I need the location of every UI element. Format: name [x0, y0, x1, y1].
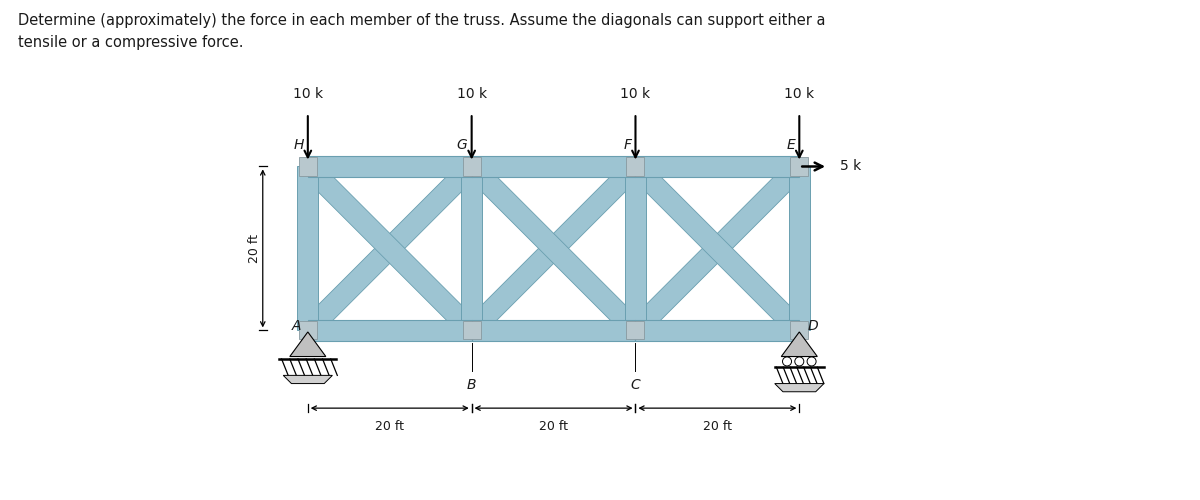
Bar [791, 158, 809, 176]
Text: 10 k: 10 k [293, 87, 323, 101]
Text: 10 k: 10 k [785, 87, 815, 101]
Polygon shape [300, 159, 479, 338]
Text: D: D [808, 319, 818, 333]
Polygon shape [283, 376, 332, 384]
Text: 10 k: 10 k [620, 87, 650, 101]
Bar [463, 322, 481, 340]
Polygon shape [781, 332, 817, 356]
Polygon shape [788, 166, 810, 330]
Text: tensile or a compressive force.: tensile or a compressive force. [18, 35, 244, 50]
Polygon shape [472, 156, 636, 177]
Polygon shape [464, 159, 643, 338]
Polygon shape [464, 159, 643, 338]
Text: 20 ft: 20 ft [539, 420, 568, 434]
Text: 20 ft: 20 ft [376, 420, 404, 434]
Bar [463, 158, 481, 176]
Text: 10 k: 10 k [456, 87, 487, 101]
Polygon shape [628, 159, 806, 338]
Text: 20 ft: 20 ft [248, 234, 262, 263]
Polygon shape [461, 166, 482, 330]
Bar [626, 322, 644, 340]
Text: E: E [786, 138, 796, 151]
Text: A: A [292, 319, 301, 333]
Text: H: H [293, 138, 304, 151]
Polygon shape [300, 159, 479, 338]
Bar [791, 322, 809, 340]
Text: B: B [467, 378, 476, 392]
Polygon shape [636, 156, 799, 177]
Polygon shape [775, 384, 824, 392]
Polygon shape [472, 320, 636, 341]
Bar [299, 158, 317, 176]
Polygon shape [298, 166, 318, 330]
Polygon shape [628, 159, 806, 338]
Text: F: F [623, 138, 631, 151]
Text: 5 k: 5 k [840, 160, 862, 173]
Bar [626, 158, 644, 176]
Circle shape [794, 357, 804, 366]
Circle shape [782, 357, 792, 366]
Polygon shape [636, 320, 799, 341]
Circle shape [808, 357, 816, 366]
Text: G: G [457, 138, 468, 151]
Polygon shape [308, 320, 472, 341]
Text: 20 ft: 20 ft [703, 420, 732, 434]
Polygon shape [625, 166, 646, 330]
Polygon shape [308, 156, 472, 177]
Text: Determine (approximately) the force in each member of the truss. Assume the diag: Determine (approximately) the force in e… [18, 12, 826, 28]
Text: C: C [631, 378, 641, 392]
Polygon shape [289, 332, 326, 356]
Bar [299, 322, 317, 340]
